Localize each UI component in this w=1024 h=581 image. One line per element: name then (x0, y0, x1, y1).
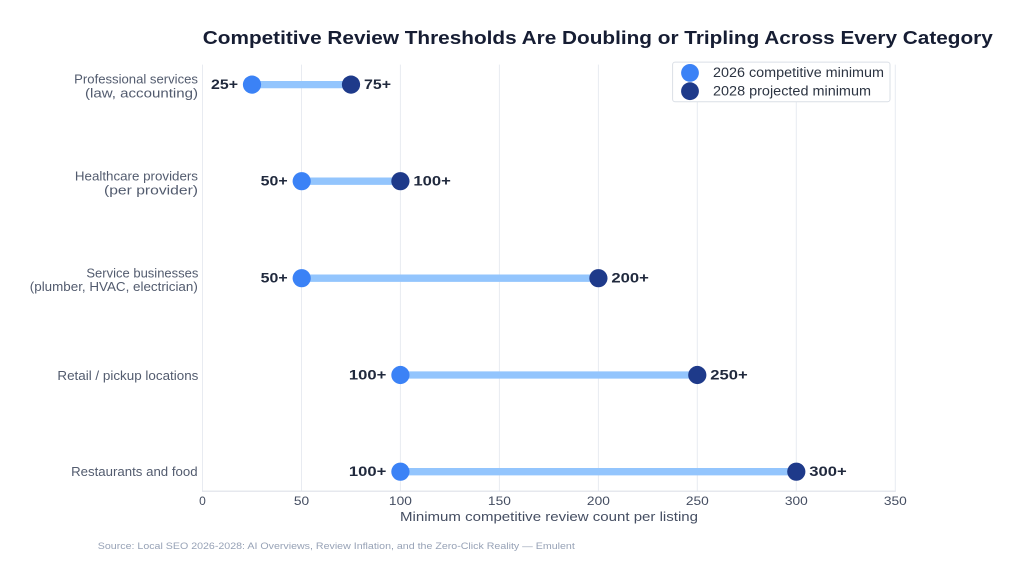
svg-text:100+: 100+ (349, 464, 387, 479)
svg-text:250: 250 (686, 494, 709, 508)
svg-text:2028 projected minimum: 2028 projected minimum (713, 84, 871, 99)
svg-text:50+: 50+ (261, 174, 288, 189)
svg-text:200+: 200+ (611, 271, 649, 286)
svg-text:50: 50 (294, 494, 310, 508)
svg-text:(plumber, HVAC, electrician): (plumber, HVAC, electrician) (30, 279, 198, 294)
svg-text:350: 350 (884, 494, 907, 508)
svg-text:100: 100 (389, 494, 412, 508)
svg-text:(per provider): (per provider) (104, 182, 198, 197)
svg-text:Professional services: Professional services (74, 72, 198, 87)
svg-text:50+: 50+ (261, 271, 288, 286)
svg-text:Retail / pickup locations: Retail / pickup locations (57, 368, 199, 383)
svg-text:250+: 250+ (710, 367, 748, 382)
svg-text:100+: 100+ (349, 367, 387, 382)
svg-text:Source: Local SEO 2026-2028: A: Source: Local SEO 2026-2028: AI Overview… (98, 541, 575, 552)
svg-text:Minimum competitive review cou: Minimum competitive review count per lis… (400, 510, 698, 524)
svg-text:Healthcare providers: Healthcare providers (75, 169, 199, 184)
svg-text:100+: 100+ (413, 174, 451, 189)
svg-text:(law, accounting): (law, accounting) (85, 86, 198, 101)
svg-text:Service businesses: Service businesses (86, 265, 198, 280)
svg-text:Restaurants and food: Restaurants and food (71, 464, 198, 479)
svg-text:25+: 25+ (211, 77, 238, 92)
svg-text:300: 300 (785, 494, 808, 508)
svg-text:0: 0 (199, 494, 206, 508)
svg-text:75+: 75+ (364, 77, 391, 92)
svg-text:200: 200 (587, 494, 610, 508)
svg-text:150: 150 (488, 494, 511, 508)
svg-text:Competitive Review Thresholds: Competitive Review Thresholds Are Doubli… (203, 27, 994, 48)
svg-text:2026 competitive minimum: 2026 competitive minimum (713, 65, 884, 80)
svg-text:300+: 300+ (809, 464, 847, 479)
